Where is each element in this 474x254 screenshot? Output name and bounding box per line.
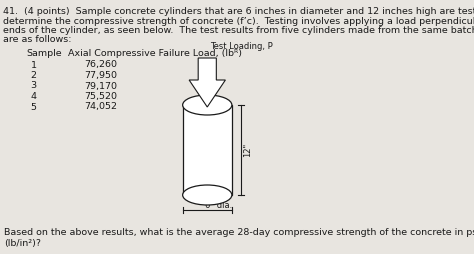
Bar	[182, 105, 232, 195]
Ellipse shape	[182, 185, 232, 205]
Text: are as follows:: are as follows:	[2, 36, 71, 44]
Text: 12": 12"	[244, 143, 253, 157]
Text: Axial Compressive Failure Load, (lbᴿ): Axial Compressive Failure Load, (lbᴿ)	[68, 50, 242, 58]
Text: 41.  (4 points)  Sample concrete cylinders that are 6 inches in diameter and 12 : 41. (4 points) Sample concrete cylinders…	[2, 7, 474, 16]
Text: 74,052: 74,052	[84, 103, 117, 112]
Text: ends of the cylinder, as seen below.  The test results from five cylinders made : ends of the cylinder, as seen below. The…	[2, 26, 474, 35]
Text: (lb/in²)?: (lb/in²)?	[4, 239, 41, 248]
Polygon shape	[189, 58, 226, 107]
Text: 75,520: 75,520	[84, 92, 117, 101]
Text: Test Loading, P: Test Loading, P	[210, 42, 273, 51]
Text: 1: 1	[31, 60, 36, 70]
Text: 77,950: 77,950	[84, 71, 117, 80]
Ellipse shape	[182, 95, 232, 115]
Text: 76,260: 76,260	[84, 60, 117, 70]
Text: 5: 5	[31, 103, 36, 112]
Text: Based on the above results, what is the average 28-day compressive strength of t: Based on the above results, what is the …	[4, 228, 474, 237]
Text: 6" dia.: 6" dia.	[205, 201, 232, 210]
Text: determine the compressive strength of concrete (f’c).  Testing involves applying: determine the compressive strength of co…	[2, 17, 474, 25]
Text: 4: 4	[31, 92, 36, 101]
Text: 3: 3	[31, 82, 37, 90]
Text: Sample: Sample	[26, 50, 62, 58]
Text: 79,170: 79,170	[84, 82, 117, 90]
Text: 2: 2	[31, 71, 36, 80]
